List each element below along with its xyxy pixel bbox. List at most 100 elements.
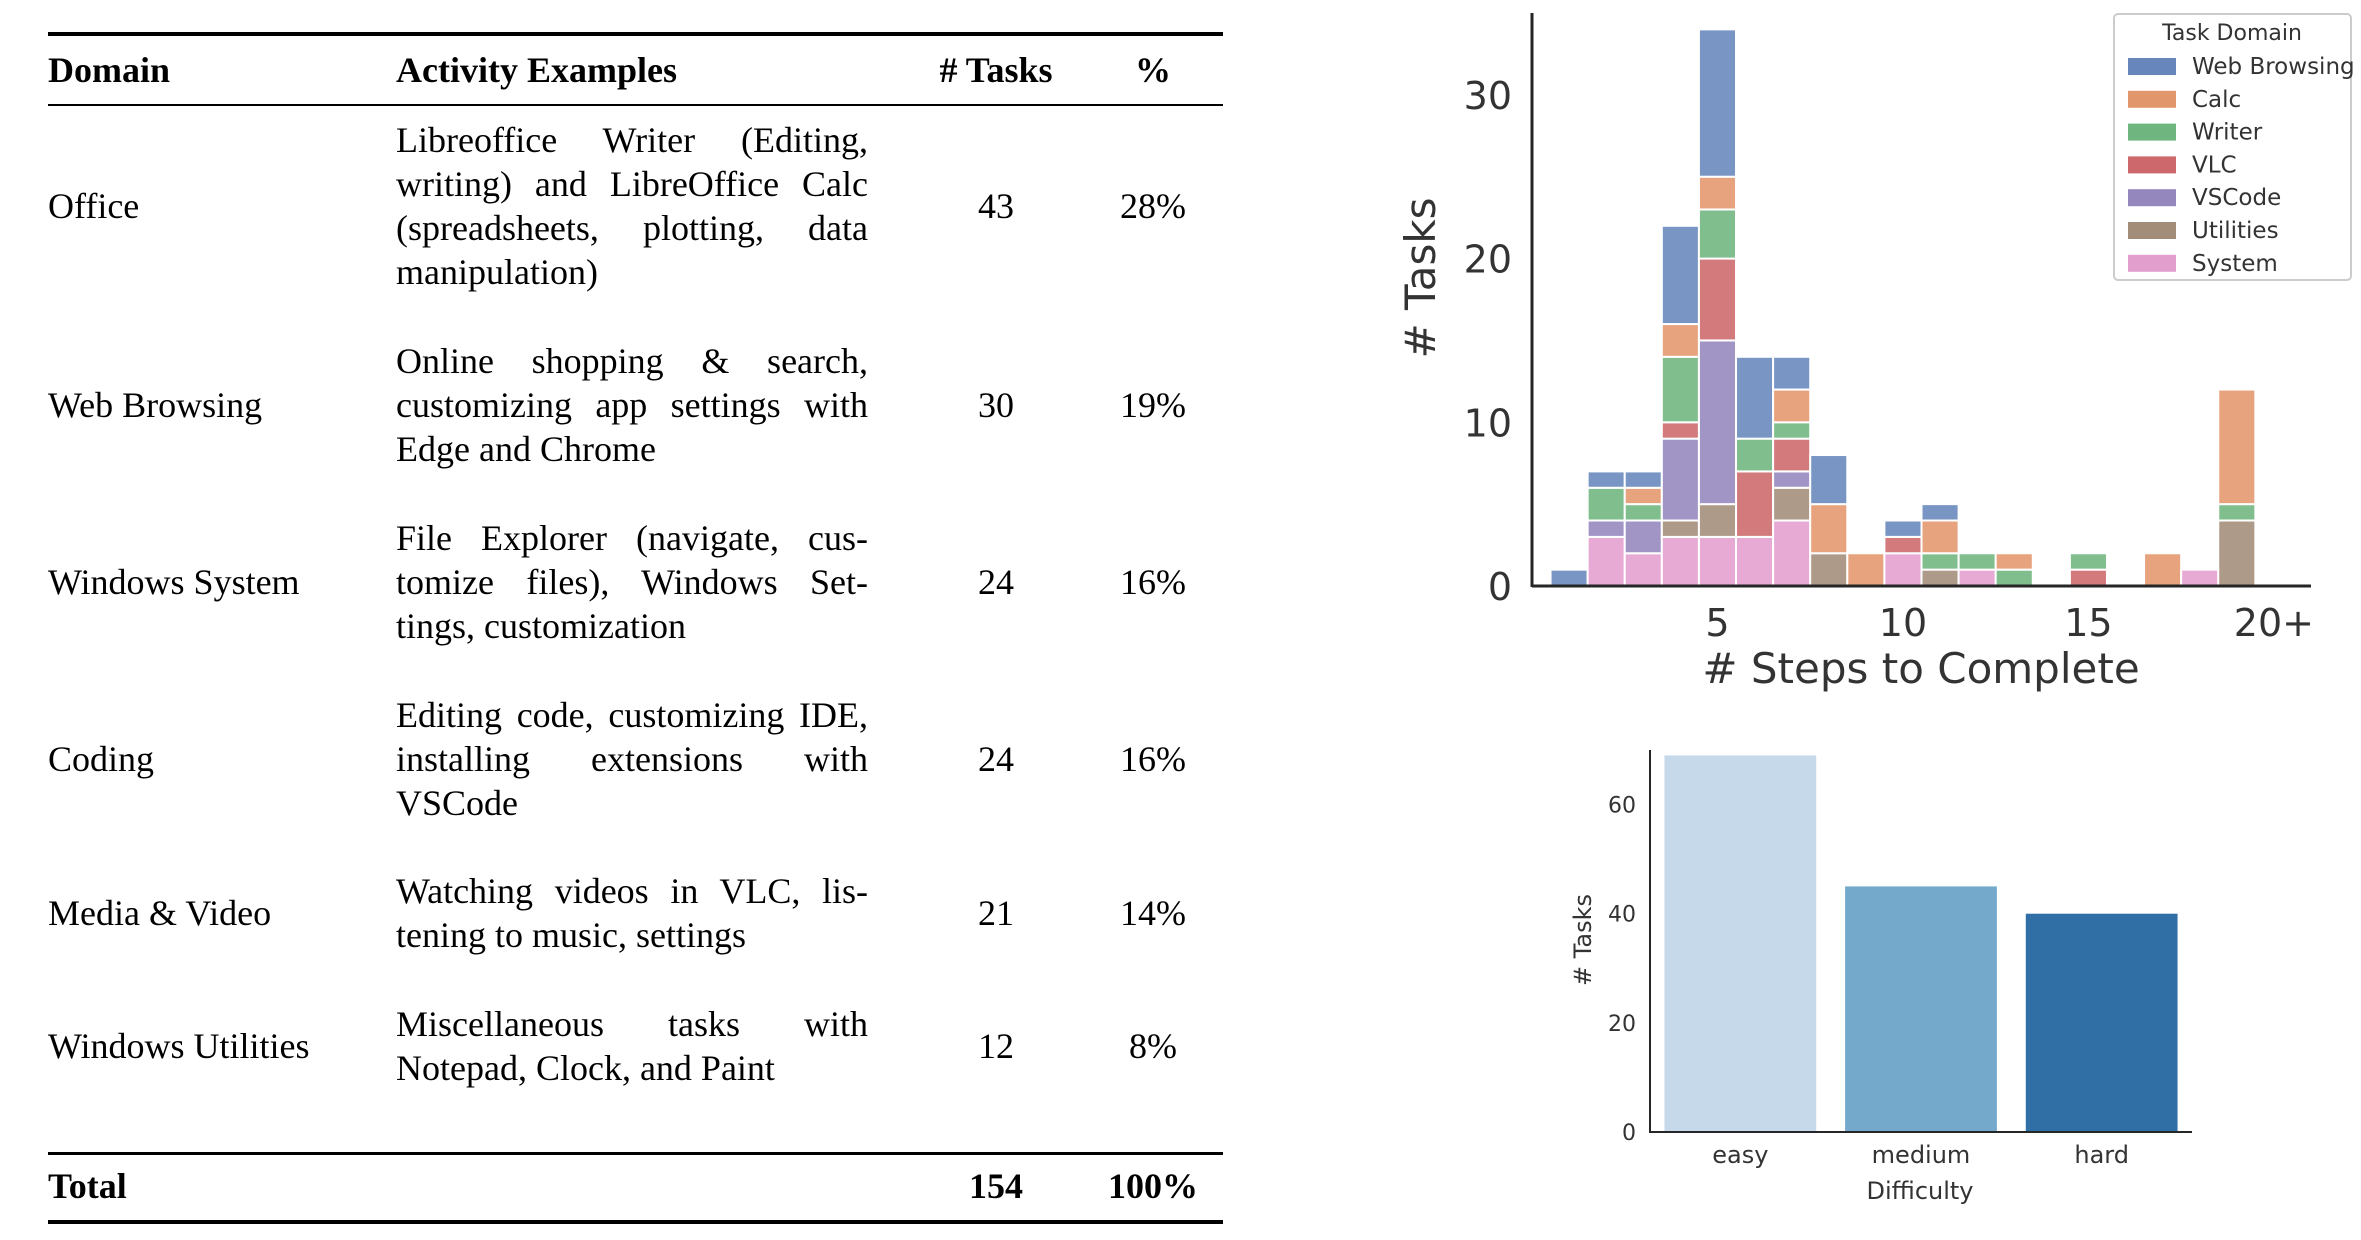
hist-bar-segment: [1586, 470, 1626, 489]
diff-y-label: # Tasks: [1569, 894, 1597, 986]
header-tasks: # Tasks: [939, 50, 1053, 90]
row-tasks: 24: [978, 739, 1014, 779]
row-domain: Media & Video: [48, 893, 272, 933]
row-tasks: 12: [978, 1026, 1014, 1066]
legend-swatch: [2128, 123, 2176, 141]
hist-bar-segment: [1623, 503, 1663, 522]
legend-entry: Calc: [2192, 87, 2241, 113]
row-tasks: 24: [978, 562, 1014, 602]
legend-swatch: [2128, 156, 2176, 174]
legend-entry: VLC: [2192, 152, 2237, 178]
hist-bar-segment: [1697, 257, 1738, 342]
row-pct: 28%: [1120, 186, 1186, 226]
row-pct: 14%: [1120, 893, 1186, 933]
hist-bar-segment: [1586, 486, 1626, 522]
row-pct: 8%: [1129, 1026, 1177, 1066]
diff-y-tick-label: 40: [1608, 903, 1636, 928]
header-domain: Domain: [48, 50, 171, 90]
total-tasks: 154: [969, 1166, 1023, 1206]
total-label: Total: [48, 1166, 127, 1206]
hist-bar-segment: [1623, 519, 1663, 555]
hist-bar-segment: [1735, 437, 1775, 473]
diff-y-tick-label: 60: [1608, 794, 1636, 819]
hist-bar-segment: [2068, 568, 2108, 588]
hist-bar-segment: [1772, 486, 1812, 522]
hist-bar-segment: [1735, 355, 1775, 440]
total-pct: 100%: [1108, 1166, 1198, 1206]
hist-bar-segment: [1772, 388, 1812, 424]
diff-y-tick-label: 20: [1608, 1012, 1636, 1037]
hist-bar-segment: [1697, 339, 1738, 506]
legend-swatch: [2128, 222, 2176, 239]
hist-bar-segment: [1920, 519, 1960, 555]
difficulty-bar-easy: [1664, 755, 1817, 1132]
hist-bar-segment: [2143, 552, 2183, 587]
table-header-rule: [48, 104, 1223, 106]
header-activity: Activity Examples: [396, 50, 677, 90]
legend-entry: Writer: [2192, 120, 2263, 146]
row-domain: Office: [48, 186, 140, 226]
row-tasks: 30: [978, 385, 1014, 425]
row-activity: Editing code, customizing IDE, installin…: [396, 695, 868, 823]
hist-bar-segment: [1697, 175, 1738, 211]
hist-bar-segment: [1957, 568, 1997, 588]
hist-bar-segment: [1920, 568, 1960, 588]
diff-x-label: Difficulty: [1866, 1177, 1973, 1205]
hist-bar-segment: [1660, 437, 1700, 522]
hist-bar-segment: [2068, 552, 2108, 571]
hist-y-tick-label: 30: [1464, 74, 1512, 118]
hist-bar-segment: [1660, 323, 1700, 358]
row-pct: 16%: [1120, 739, 1186, 779]
legend-entry: VSCode: [2192, 185, 2281, 211]
hist-legend: Task Domain Web Browsing Calc Writer VLC VSC…: [2113, 13, 2355, 281]
hist-bar-segment: [1994, 552, 2034, 571]
hist-bar-segment: [1697, 28, 1738, 178]
diff-x-tick-label: easy: [1712, 1141, 1768, 1169]
row-activity: Online shopping & search, customizing ap…: [396, 341, 868, 469]
hist-bar-segment: [1660, 535, 1700, 588]
hist-bar-segment: [1697, 208, 1738, 260]
hist-bar-segment: [1772, 519, 1812, 587]
hist-x-tick-label: 10: [1879, 601, 1927, 645]
row-activity: Libreoffice Writer (Editing, writing) an…: [396, 120, 868, 292]
hist-bar-segment: [1772, 437, 1812, 473]
hist-x-tick-label: 15: [2064, 601, 2112, 645]
row-domain: Windows System: [48, 562, 300, 602]
legend-entry: Utilities: [2192, 218, 2279, 244]
difficulty-bar-hard: [2025, 913, 2178, 1132]
hist-bar-segment: [1660, 224, 1700, 326]
hist-y-tick-label: 10: [1464, 401, 1512, 445]
hist-bar-segment: [1586, 535, 1626, 588]
hist-bar-segment: [1809, 454, 1849, 506]
hist-bar-segment: [1735, 470, 1775, 538]
hist-bar-segment: [1549, 568, 1589, 588]
hist-bar-segment: [1623, 470, 1663, 489]
hist-bar-segment: [1883, 552, 1923, 587]
row-tasks: 21: [978, 893, 1014, 933]
row-domain: Windows Utilities: [48, 1026, 310, 1066]
legend-swatch: [2128, 254, 2176, 272]
legend-frame: [2113, 13, 2352, 281]
hist-bar-segment: [1623, 486, 1663, 506]
hist-y-tick-label: 20: [1464, 238, 1512, 282]
hist-bar-segment: [1697, 503, 1738, 538]
row-pct: 16%: [1120, 562, 1186, 602]
hist-bar-segment: [1772, 355, 1812, 391]
difficulty-bar-chart: 0 20 40 60 easy medium hard Difficulty # Task…: [1569, 750, 2192, 1205]
row-domain: Coding: [48, 739, 155, 779]
hist-bar-segment: [2217, 519, 2257, 587]
legend-swatch: [2128, 189, 2176, 207]
hist-bar-segment: [2217, 503, 2257, 522]
hist-bar-segment: [1883, 535, 1923, 555]
hist-x-label: # Steps to Complete: [1702, 644, 2139, 693]
hist-bar-segment: [1994, 568, 2034, 588]
hist-bar-segment: [1586, 519, 1626, 538]
legend-entry: System: [2192, 251, 2278, 277]
hist-x-tick-label: 5: [1705, 601, 1729, 645]
row-pct: 19%: [1120, 385, 1186, 425]
hist-bar-segment: [1697, 535, 1738, 588]
hist-bar-segment: [1846, 552, 1886, 587]
hist-y-tick-label: 0: [1488, 565, 1512, 609]
hist-bar-segment: [1920, 503, 1960, 522]
hist-bar-segment: [1623, 552, 1663, 587]
